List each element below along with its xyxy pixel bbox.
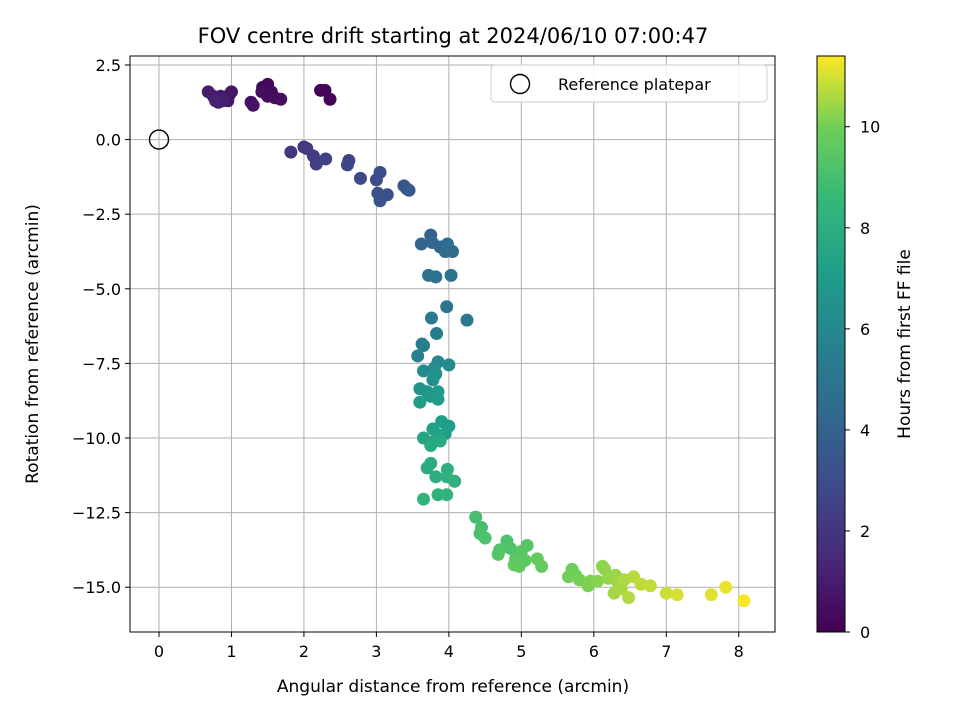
data-point — [411, 349, 425, 363]
data-point — [590, 574, 604, 588]
grid-lines — [130, 56, 775, 632]
legend: Reference platepar — [490, 64, 768, 103]
colorbar-ticks: 0 2 4 6 8 10 — [845, 118, 880, 642]
data-point — [353, 171, 367, 185]
y-axis-label: Rotation from reference (arcmin) — [23, 204, 43, 484]
data-point — [431, 392, 445, 406]
y-tick-label: −10.0 — [72, 429, 121, 448]
data-point — [737, 594, 751, 608]
colorbar-label: Hours from first FF file — [895, 249, 915, 439]
data-point — [417, 492, 431, 506]
data-point — [440, 488, 454, 502]
colorbar-tick-label: 0 — [860, 623, 870, 642]
colorbar-gradient — [816, 55, 846, 633]
y-tick-label: −2.5 — [82, 205, 121, 224]
x-tick-label: 8 — [734, 642, 744, 661]
data-point — [373, 194, 387, 208]
data-point — [429, 470, 443, 484]
y-tick-label: −15.0 — [72, 578, 121, 597]
data-point — [429, 367, 443, 381]
data-point — [284, 145, 298, 159]
data-point — [719, 580, 733, 594]
y-axis: 2.5 0.0 −2.5 −5.0 −7.5 −10.0 −12.5 −15.0 — [72, 56, 130, 597]
x-tick-label: 4 — [444, 642, 454, 661]
data-point — [417, 364, 431, 378]
data-point — [420, 461, 434, 475]
plot-frame — [129, 55, 776, 633]
data-point — [503, 541, 517, 555]
data-point — [440, 300, 454, 314]
data-point — [373, 165, 387, 179]
data-point — [415, 337, 429, 351]
data-point — [340, 158, 354, 172]
data-point — [255, 85, 269, 99]
chart-title: FOV centre drift starting at 2024/06/10 … — [198, 24, 709, 48]
data-point — [246, 98, 260, 112]
data-point — [209, 94, 223, 108]
data-point — [622, 591, 636, 605]
colorbar-tick-label: 10 — [860, 118, 880, 137]
colorbar: 0 2 4 6 8 10 Hours from first FF file — [816, 55, 915, 642]
data-point — [402, 183, 416, 197]
data-point — [460, 313, 474, 327]
x-tick-label: 3 — [371, 642, 381, 661]
data-point — [323, 92, 337, 106]
data-point — [561, 570, 575, 584]
data-point — [444, 268, 458, 282]
data-point — [469, 510, 483, 524]
data-point — [643, 579, 657, 593]
y-tick-label: 2.5 — [96, 56, 121, 75]
x-tick-label: 5 — [516, 642, 526, 661]
colorbar-tick-label: 8 — [860, 219, 870, 238]
data-point — [414, 237, 428, 251]
data-point — [442, 358, 456, 372]
x-tick-label: 2 — [299, 642, 309, 661]
data-point — [704, 588, 718, 602]
y-tick-label: 0.0 — [96, 131, 121, 150]
data-point — [535, 559, 549, 573]
data-point — [670, 588, 684, 602]
data-point — [429, 270, 443, 284]
colorbar-tick-label: 4 — [860, 421, 870, 440]
y-tick-label: −12.5 — [72, 504, 121, 523]
x-axis-label: Angular distance from reference (arcmin) — [277, 677, 629, 697]
legend-label-reference-platepar: Reference platepar — [558, 75, 711, 94]
legend-box — [490, 64, 768, 103]
colorbar-tick-label: 2 — [860, 522, 870, 541]
colorbar-tick-label: 6 — [860, 320, 870, 339]
data-point — [201, 85, 215, 99]
data-point — [507, 558, 521, 572]
x-tick-label: 1 — [226, 642, 236, 661]
data-point — [413, 395, 427, 409]
data-points — [148, 77, 751, 608]
y-tick-label: −7.5 — [82, 354, 121, 373]
x-tick-label: 0 — [154, 642, 164, 661]
data-point — [433, 434, 447, 448]
data-point — [659, 586, 673, 600]
x-axis: 0 1 2 3 4 5 6 7 8 — [154, 632, 744, 661]
reference-platepar-marker — [148, 129, 170, 150]
y-tick-label: −5.0 — [82, 280, 121, 299]
data-point — [424, 311, 438, 325]
data-point — [274, 92, 288, 106]
x-tick-label: 6 — [589, 642, 599, 661]
legend-marker-open-circle — [509, 73, 531, 95]
data-point — [319, 152, 333, 166]
x-tick-label: 7 — [661, 642, 671, 661]
data-point — [430, 327, 444, 341]
data-point — [478, 531, 492, 545]
data-point — [491, 547, 505, 561]
data-point — [440, 237, 454, 251]
data-point — [448, 474, 462, 488]
